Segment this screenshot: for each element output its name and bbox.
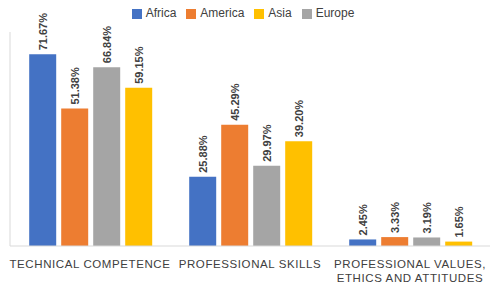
svg-text:66.84%: 66.84% <box>101 26 113 64</box>
svg-text:2.45%: 2.45% <box>357 204 369 235</box>
svg-text:PROFESSIONAL SKILLS: PROFESSIONAL SKILLS <box>179 258 322 270</box>
svg-text:25.88%: 25.88% <box>197 135 209 173</box>
svg-text:PROFESSIONAL VALUES,ETHICS AND: PROFESSIONAL VALUES,ETHICS AND ATTITUDES <box>334 258 486 284</box>
svg-text:39.20%: 39.20% <box>293 100 305 138</box>
html-text:Europe: Europe <box>315 6 355 20</box>
svg-text:1.65%: 1.65% <box>453 206 465 237</box>
svg-text:71.67%: 71.67% <box>37 13 49 51</box>
html-text:Asia: Asia <box>268 6 292 20</box>
svg-text:45.29%: 45.29% <box>229 83 241 121</box>
svg-text:51.38%: 51.38% <box>69 67 81 105</box>
svg-text:59.15%: 59.15% <box>133 46 145 84</box>
svg-text:3.33%: 3.33% <box>389 202 401 233</box>
html-text:Africa: Africa <box>145 6 177 20</box>
html-text:America: America <box>200 6 245 20</box>
svg-text:TECHNICAL COMPETENCE: TECHNICAL COMPETENCE <box>9 258 170 270</box>
svg-text:29.97%: 29.97% <box>261 124 273 162</box>
svg-text:3.19%: 3.19% <box>421 202 433 233</box>
